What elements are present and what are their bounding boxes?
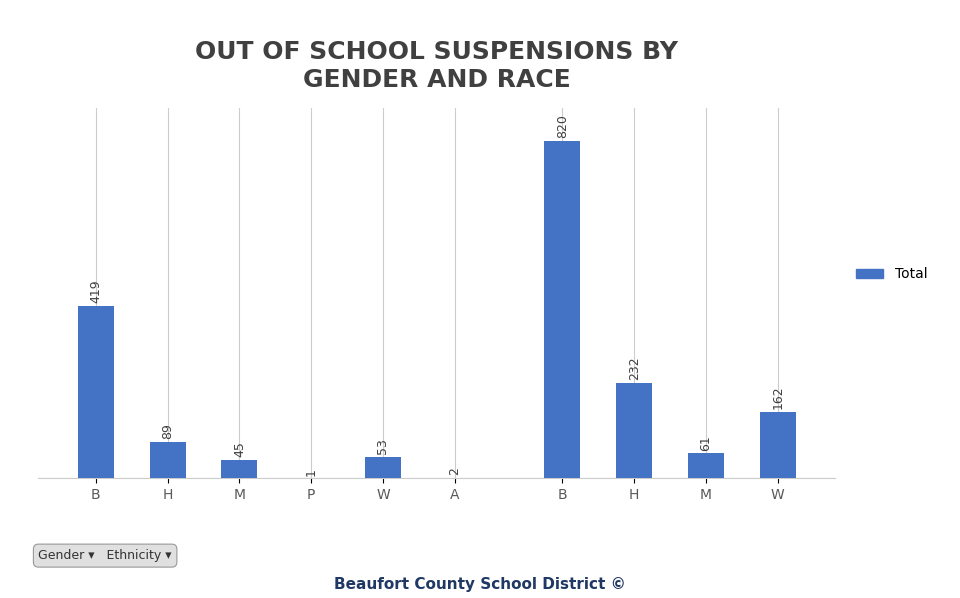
Text: 45: 45 <box>233 441 246 457</box>
Text: 1: 1 <box>304 468 318 475</box>
Bar <box>759 411 796 478</box>
Title: OUT OF SCHOOL SUSPENSIONS BY
GENDER AND RACE: OUT OF SCHOOL SUSPENSIONS BY GENDER AND … <box>195 40 679 92</box>
Bar <box>688 453 724 478</box>
Text: 162: 162 <box>771 386 784 409</box>
Bar <box>365 456 401 478</box>
Text: 2: 2 <box>448 467 461 475</box>
Bar <box>544 141 581 478</box>
Legend: Total: Total <box>851 262 933 287</box>
Text: 89: 89 <box>161 423 174 440</box>
Text: 61: 61 <box>700 435 712 451</box>
Text: 53: 53 <box>376 438 390 454</box>
Text: Beaufort County School District ©: Beaufort County School District © <box>334 577 626 592</box>
Text: 232: 232 <box>628 357 640 380</box>
Text: 820: 820 <box>556 114 569 138</box>
Bar <box>222 460 257 478</box>
Text: Gender ▾   Ethnicity ▾: Gender ▾ Ethnicity ▾ <box>38 549 172 562</box>
Text: 419: 419 <box>89 280 103 303</box>
Bar <box>78 306 114 478</box>
Bar <box>150 442 185 478</box>
Bar <box>616 383 652 478</box>
